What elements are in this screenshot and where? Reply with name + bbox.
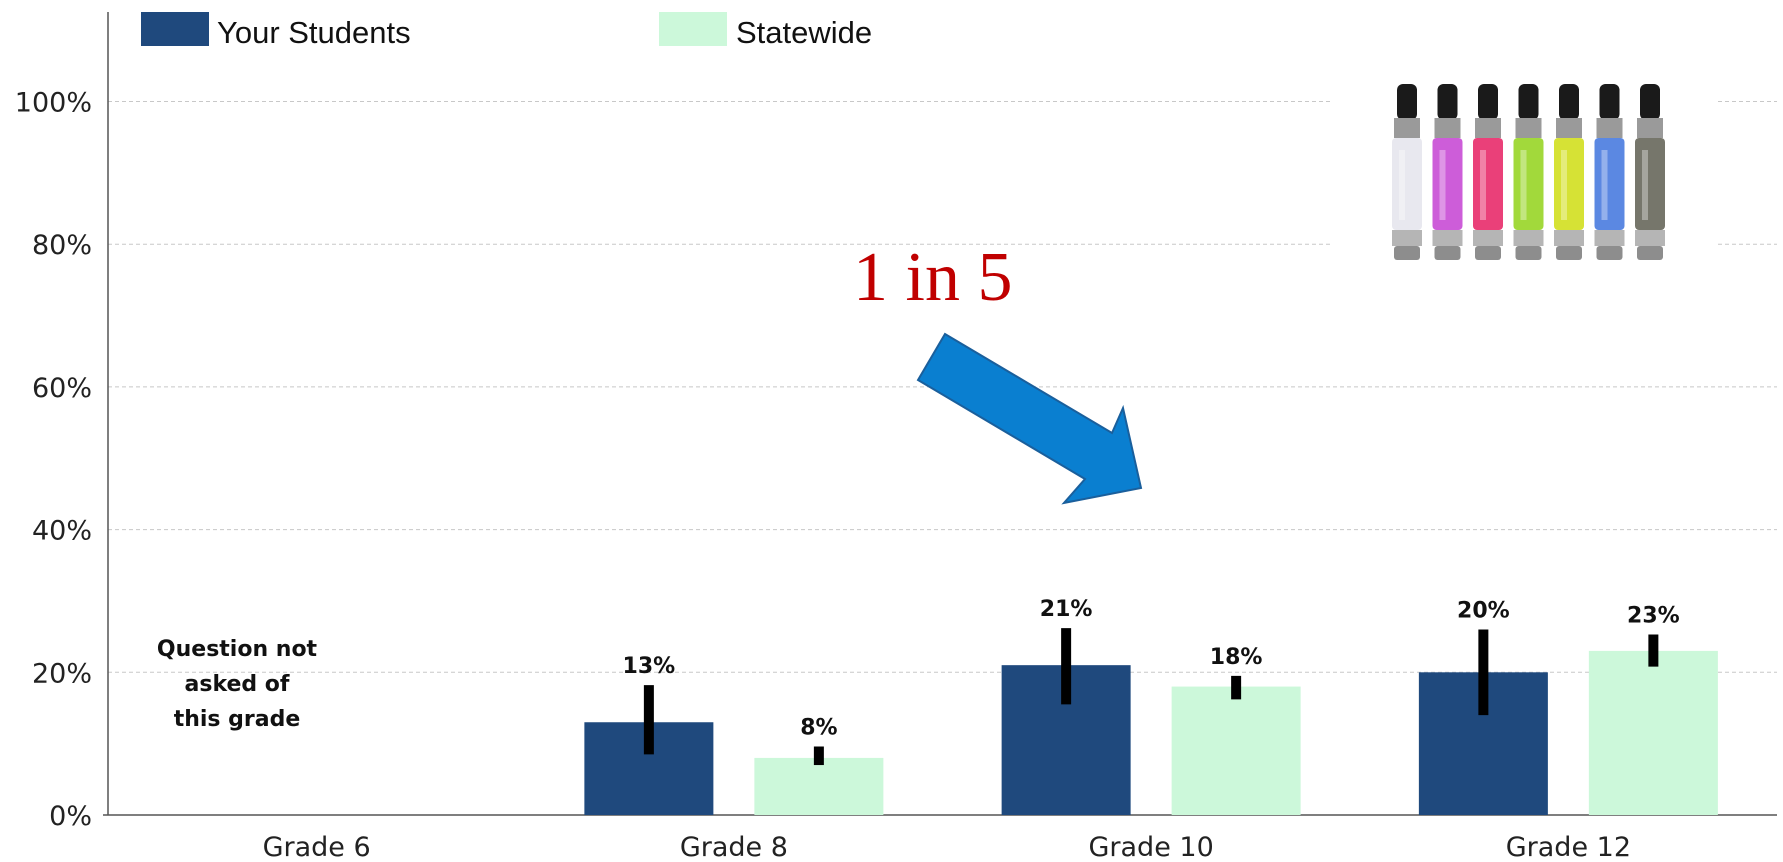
data-label: 13% — [623, 654, 676, 679]
y-tick-label: 80% — [32, 230, 92, 261]
arrow-icon — [916, 332, 1143, 505]
category-label: Grade 10 — [1088, 832, 1213, 862]
bar — [1588, 650, 1718, 815]
data-label: 8% — [800, 716, 837, 741]
callout-text: 1 in 5 — [853, 239, 1012, 316]
e-cigarette-cartridges-icon — [1332, 76, 1716, 274]
category-label: Grade 12 — [1506, 832, 1631, 862]
bar — [754, 757, 884, 815]
data-label: 23% — [1627, 603, 1680, 628]
y-tick-label: 0% — [49, 801, 92, 832]
y-tick-label: 20% — [32, 658, 92, 689]
y-tick-label: 100% — [15, 88, 92, 119]
data-label: 21% — [1040, 597, 1093, 622]
legend-swatch-statewide — [659, 12, 727, 46]
data-label: 18% — [1210, 645, 1263, 670]
category-label: Grade 8 — [680, 832, 788, 862]
missing-note-line-1: Question not — [157, 637, 318, 662]
legend: Your Students Statewide — [141, 12, 872, 50]
bar — [1171, 686, 1301, 815]
bars: 13% 21% 20% 8% 18% 23% — [584, 597, 1718, 815]
missing-note-line-3: this grade — [174, 707, 301, 732]
y-axis-ticks: 0% 20% 40% 60% 80% 100% — [15, 88, 92, 833]
legend-label-statewide: Statewide — [736, 15, 872, 50]
legend-swatch-your-students — [141, 12, 209, 46]
legend-label-your-students: Your Students — [217, 15, 411, 50]
category-label: Grade 6 — [263, 832, 371, 862]
data-label: 20% — [1457, 598, 1510, 623]
missing-note-line-2: asked of — [185, 672, 290, 697]
y-tick-label: 60% — [32, 373, 92, 404]
y-tick-label: 40% — [32, 516, 92, 547]
x-axis-categories: Grade 6 Grade 8 Grade 10 Grade 12 — [263, 832, 1631, 862]
